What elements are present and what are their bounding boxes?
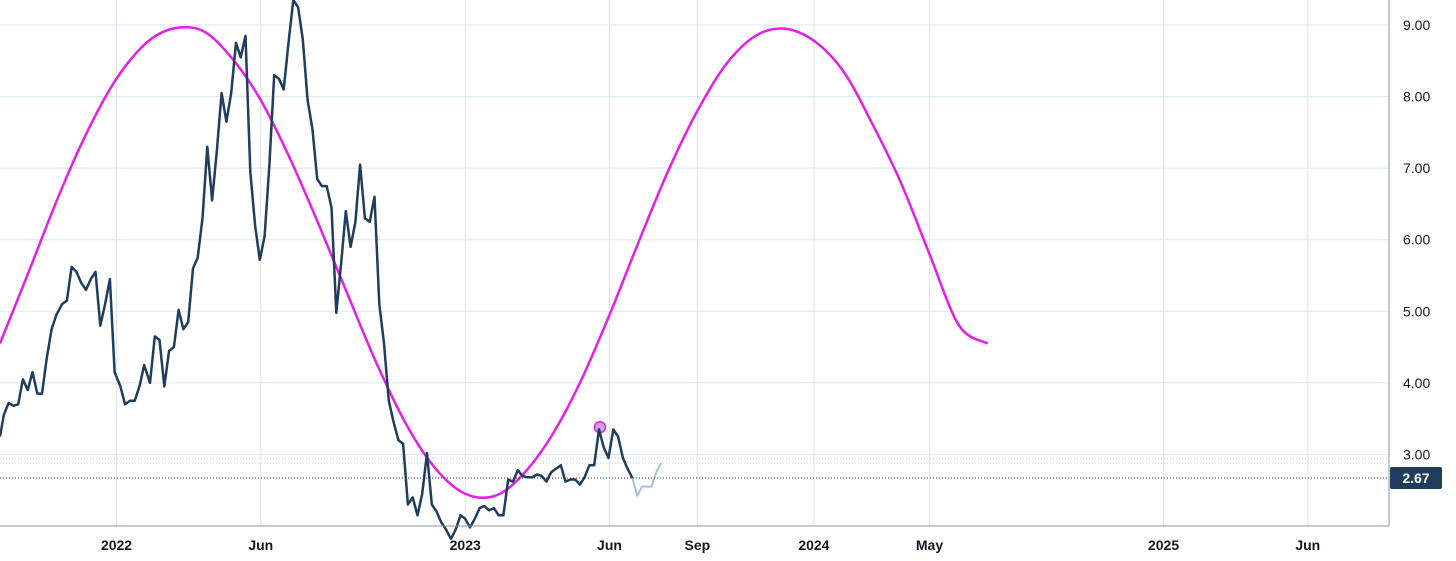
x-tick-label: Jun <box>1295 537 1320 553</box>
projection-line <box>631 462 662 497</box>
x-tick-label: Jun <box>597 537 622 553</box>
x-tick-label: 2024 <box>798 537 829 553</box>
y-tick-label: 9.00 <box>1403 17 1430 33</box>
y-tick-label: 6.00 <box>1403 232 1430 248</box>
last-value-badge-bg <box>1390 467 1442 490</box>
price-line <box>0 0 634 541</box>
x-tick-label: May <box>916 537 943 553</box>
y-tick-label: 7.00 <box>1403 160 1430 176</box>
y-tick-label: 4.00 <box>1403 375 1430 391</box>
x-axis-ticks: 2022 Jun 2023 Jun Sep 2024 May 2025 Jun <box>101 537 1320 553</box>
x-tick-label: Jun <box>248 537 273 553</box>
axes <box>0 0 1390 527</box>
price-series <box>0 0 662 541</box>
x-tick-label: Sep <box>685 537 711 553</box>
y-axis-ticks: 3.00 4.00 5.00 6.00 7.00 8.00 9.00 <box>1403 17 1430 462</box>
cycle-series <box>0 25 989 499</box>
x-tick-label: 2022 <box>101 537 132 553</box>
y-tick-label: 8.00 <box>1403 89 1430 105</box>
grid-lines <box>0 0 1389 526</box>
last-value-badge: 2.67 <box>0 467 1442 490</box>
cycle-line <box>0 25 989 499</box>
x-tick-label: 2025 <box>1148 537 1179 553</box>
x-tick-label: 2023 <box>450 537 481 553</box>
last-value-label: 2.67 <box>1402 470 1429 486</box>
y-tick-label: 3.00 <box>1403 446 1430 462</box>
y-tick-label: 5.00 <box>1403 303 1430 319</box>
